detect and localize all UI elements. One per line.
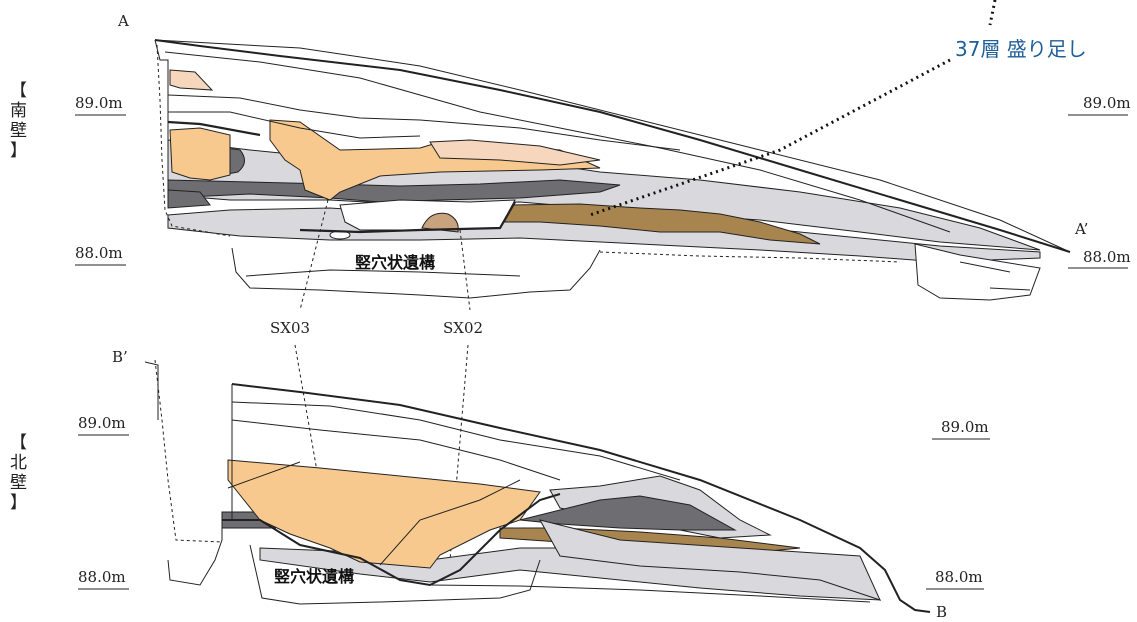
sx02-label: SX02: [443, 319, 483, 337]
south-left-dashed: [156, 44, 231, 237]
north-pit-lower: [249, 544, 541, 605]
south-ground-surface: [154, 39, 1071, 253]
north-cross-line: [227, 461, 521, 566]
south-wall-label-3: 】: [10, 141, 27, 161]
south-pit-label: 竪穴状遺構: [355, 253, 435, 272]
north-dark-gray-layer: [519, 495, 737, 531]
north-pit-outline: [222, 493, 561, 587]
south-pit-interior-line: [245, 269, 521, 277]
north-bottom-line: [429, 584, 871, 603]
south-wall-section: [154, 39, 1071, 301]
south-point-a-prime: A’: [1074, 220, 1088, 238]
sx03-pointer-upper: [299, 199, 329, 311]
north-left-start: [144, 361, 159, 420]
south-wall-label: 【 南 壁 】: [10, 81, 27, 161]
south-brown-layer-37: [504, 203, 821, 245]
south-pale-orange-left: [169, 127, 231, 181]
north-wall-label-0: 【: [10, 433, 27, 453]
north-right-gray: [539, 519, 881, 601]
north-wall-label-1: 北: [10, 453, 27, 473]
north-upper-line-1: [231, 401, 681, 481]
south-tan-mound: [421, 212, 459, 233]
north-ground-surface: [231, 383, 931, 613]
south-right-dashed: [599, 251, 901, 263]
north-elev-right-lower: 88.0m: [935, 568, 983, 586]
south-left-profile: [154, 39, 169, 200]
north-left-dashed: [154, 359, 223, 543]
annotation-leader-line: [589, 0, 997, 217]
south-bold-line: [167, 120, 516, 234]
south-orange-fill-sx03: [269, 119, 601, 201]
south-pale-orange-right: [429, 139, 601, 166]
north-point-b-prime: B’: [112, 348, 128, 366]
north-point-b: B: [936, 603, 947, 621]
south-wall-label-2: 壁: [10, 121, 27, 141]
south-dark-gray-left-bottom: [167, 189, 211, 209]
north-left-profile: [167, 384, 233, 586]
north-wall-label: 【 北 壁 】: [10, 433, 27, 513]
south-elev-right-lower: 88.0m: [1083, 248, 1131, 266]
sx02-pointer-upper: [459, 229, 471, 311]
south-pale-orange-upper: [169, 69, 214, 91]
south-elev-right-upper: 89.0m: [1083, 94, 1131, 112]
south-elev-left-upper: 89.0m: [75, 94, 123, 112]
south-pit-outline: [231, 247, 601, 299]
sx03-pointer-lower: [294, 344, 323, 501]
north-orange-fill-sx03: [227, 459, 541, 569]
north-wall-label-3: 】: [10, 493, 27, 513]
north-pit-label: 竪穴状遺構: [274, 567, 354, 586]
north-elev-left-lower: 88.0m: [78, 568, 126, 586]
sx03-label: SX03: [270, 319, 310, 337]
north-elev-left-upper: 89.0m: [78, 414, 126, 432]
south-upper-line: [154, 39, 1071, 253]
south-point-a: A: [117, 12, 129, 30]
north-upper-line-2: [231, 419, 561, 481]
south-right-end-inner: [959, 261, 1031, 291]
south-inner-line-1: [167, 94, 681, 151]
north-wall-section: [144, 359, 931, 613]
south-elev-left-lower: 88.0m: [75, 244, 123, 262]
south-wall-label-0: 【: [10, 81, 27, 101]
south-right-end: [914, 243, 1041, 301]
south-wall-label-1: 南: [10, 101, 27, 121]
south-topsoil-line: [164, 51, 951, 233]
south-inner-line-2: [168, 111, 421, 139]
north-elev-right-upper: 89.0m: [941, 418, 989, 436]
north-wall-label-2: 壁: [10, 473, 27, 493]
annotation-text: 37層 盛り足し: [955, 37, 1087, 61]
